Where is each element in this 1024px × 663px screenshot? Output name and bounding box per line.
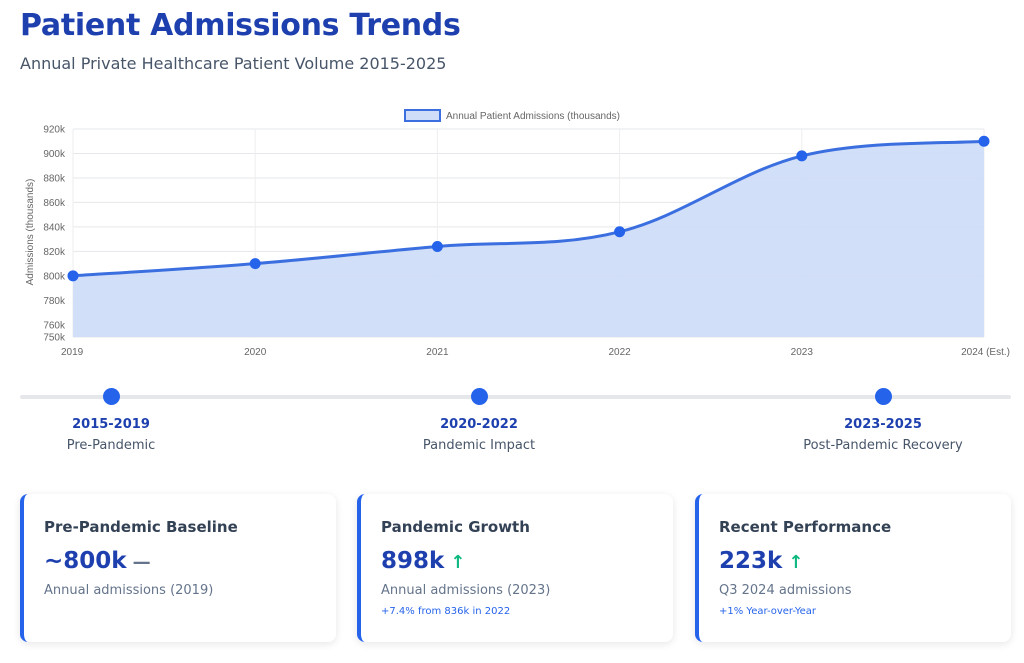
card-value-row: 898k ↑ (381, 548, 465, 574)
card-title: Pre-Pandemic Baseline (44, 518, 238, 536)
y-tick-label: 780k (43, 296, 66, 307)
chart-legend[interactable]: Annual Patient Admissions (thousands) (404, 109, 620, 122)
card-title: Recent Performance (719, 518, 892, 536)
x-tick-label: 2019 (61, 347, 84, 358)
data-point (796, 150, 808, 162)
timeline-phase: Post-Pandemic Recovery (803, 438, 963, 453)
y-axis-ticks: 750k 760k 780k 800k 820k 840k 860k 880k 900k 920k (43, 125, 66, 344)
y-tick-label: 760k (43, 320, 66, 331)
timeline-phase: Pre-Pandemic (66, 438, 156, 453)
y-tick-label: 900k (43, 149, 66, 160)
timeline-milestone-post-pandemic: 2023-2025 Post-Pandemic Recovery (773, 388, 993, 453)
x-tick-label: 2020 (244, 347, 267, 358)
card-description: Q3 2024 admissions (719, 583, 852, 598)
series-line (72, 139, 985, 278)
y-tick-label: 820k (43, 247, 66, 258)
data-point (978, 135, 990, 147)
timeline-dot (102, 388, 120, 405)
x-axis-ticks: 2019 2020 2021 2022 2023 2024 (Est.) (61, 347, 1010, 358)
legend-swatch (404, 109, 441, 122)
card-value-row: 223k ↑ (719, 548, 803, 574)
data-point (431, 240, 443, 252)
x-tick-label: 2021 (426, 347, 449, 358)
card-value: ~800k (44, 548, 127, 574)
y-tick-label: 840k (43, 222, 66, 233)
arrow-up-icon: ↑ (788, 552, 804, 573)
y-tick-label: 920k (43, 125, 66, 136)
stat-card-pandemic-growth: Pandemic Growth 898k ↑ Annual admissions … (357, 494, 673, 642)
card-value: 898k (381, 548, 445, 574)
flat-dash-icon: — (132, 552, 151, 573)
card-description: Annual admissions (2019) (44, 583, 214, 598)
timeline-period: 2015-2019 (72, 417, 150, 432)
timeline-dot (470, 388, 488, 405)
timeline-period: 2023-2025 (844, 417, 922, 432)
timeline-milestone-pandemic-impact: 2020-2022 Pandemic Impact (369, 388, 589, 453)
card-title: Pandemic Growth (381, 518, 530, 536)
y-tick-label: 800k (43, 271, 66, 282)
y-axis-label: Admissions (thousands) (25, 179, 36, 286)
timeline-dot (874, 388, 892, 405)
page-subtitle: Annual Private Healthcare Patient Volume… (20, 54, 447, 73)
card-description: Annual admissions (2023) (381, 583, 551, 598)
legend-label: Annual Patient Admissions (thousands) (446, 111, 620, 122)
x-tick-label: 2022 (608, 347, 631, 358)
card-value-row: ~800k — (44, 548, 151, 574)
page-title: Patient Admissions Trends (20, 8, 461, 43)
admissions-area-chart: Annual Patient Admissions (thousands) Ad… (25, 109, 1010, 358)
data-point (614, 226, 626, 238)
area-fill (73, 141, 984, 337)
timeline-track (20, 395, 1011, 399)
x-tick-label: 2023 (791, 347, 814, 358)
data-points (67, 135, 990, 282)
card-note: +1% Year-over-Year (719, 606, 817, 617)
card-note: +7.4% from 836k in 2022 (381, 606, 511, 617)
timeline-phase: Pandemic Impact (422, 438, 536, 453)
y-tick-label: 750k (43, 333, 66, 344)
x-tick-label: 2024 (Est.) (961, 347, 1010, 358)
stat-card-pre-pandemic: Pre-Pandemic Baseline ~800k — Annual admi… (20, 494, 336, 642)
timeline-milestone-pre-pandemic: 2015-2019 Pre-Pandemic (1, 388, 221, 453)
data-point (67, 270, 79, 282)
y-tick-label: 860k (43, 198, 66, 209)
card-value: 223k (719, 548, 783, 574)
data-point (249, 258, 261, 270)
arrow-up-icon: ↑ (450, 552, 466, 573)
stat-card-recent-performance: Recent Performance 223k ↑ Q3 2024 admissi… (695, 494, 1011, 642)
timeline-period: 2020-2022 (440, 417, 518, 432)
y-tick-label: 880k (43, 173, 66, 184)
